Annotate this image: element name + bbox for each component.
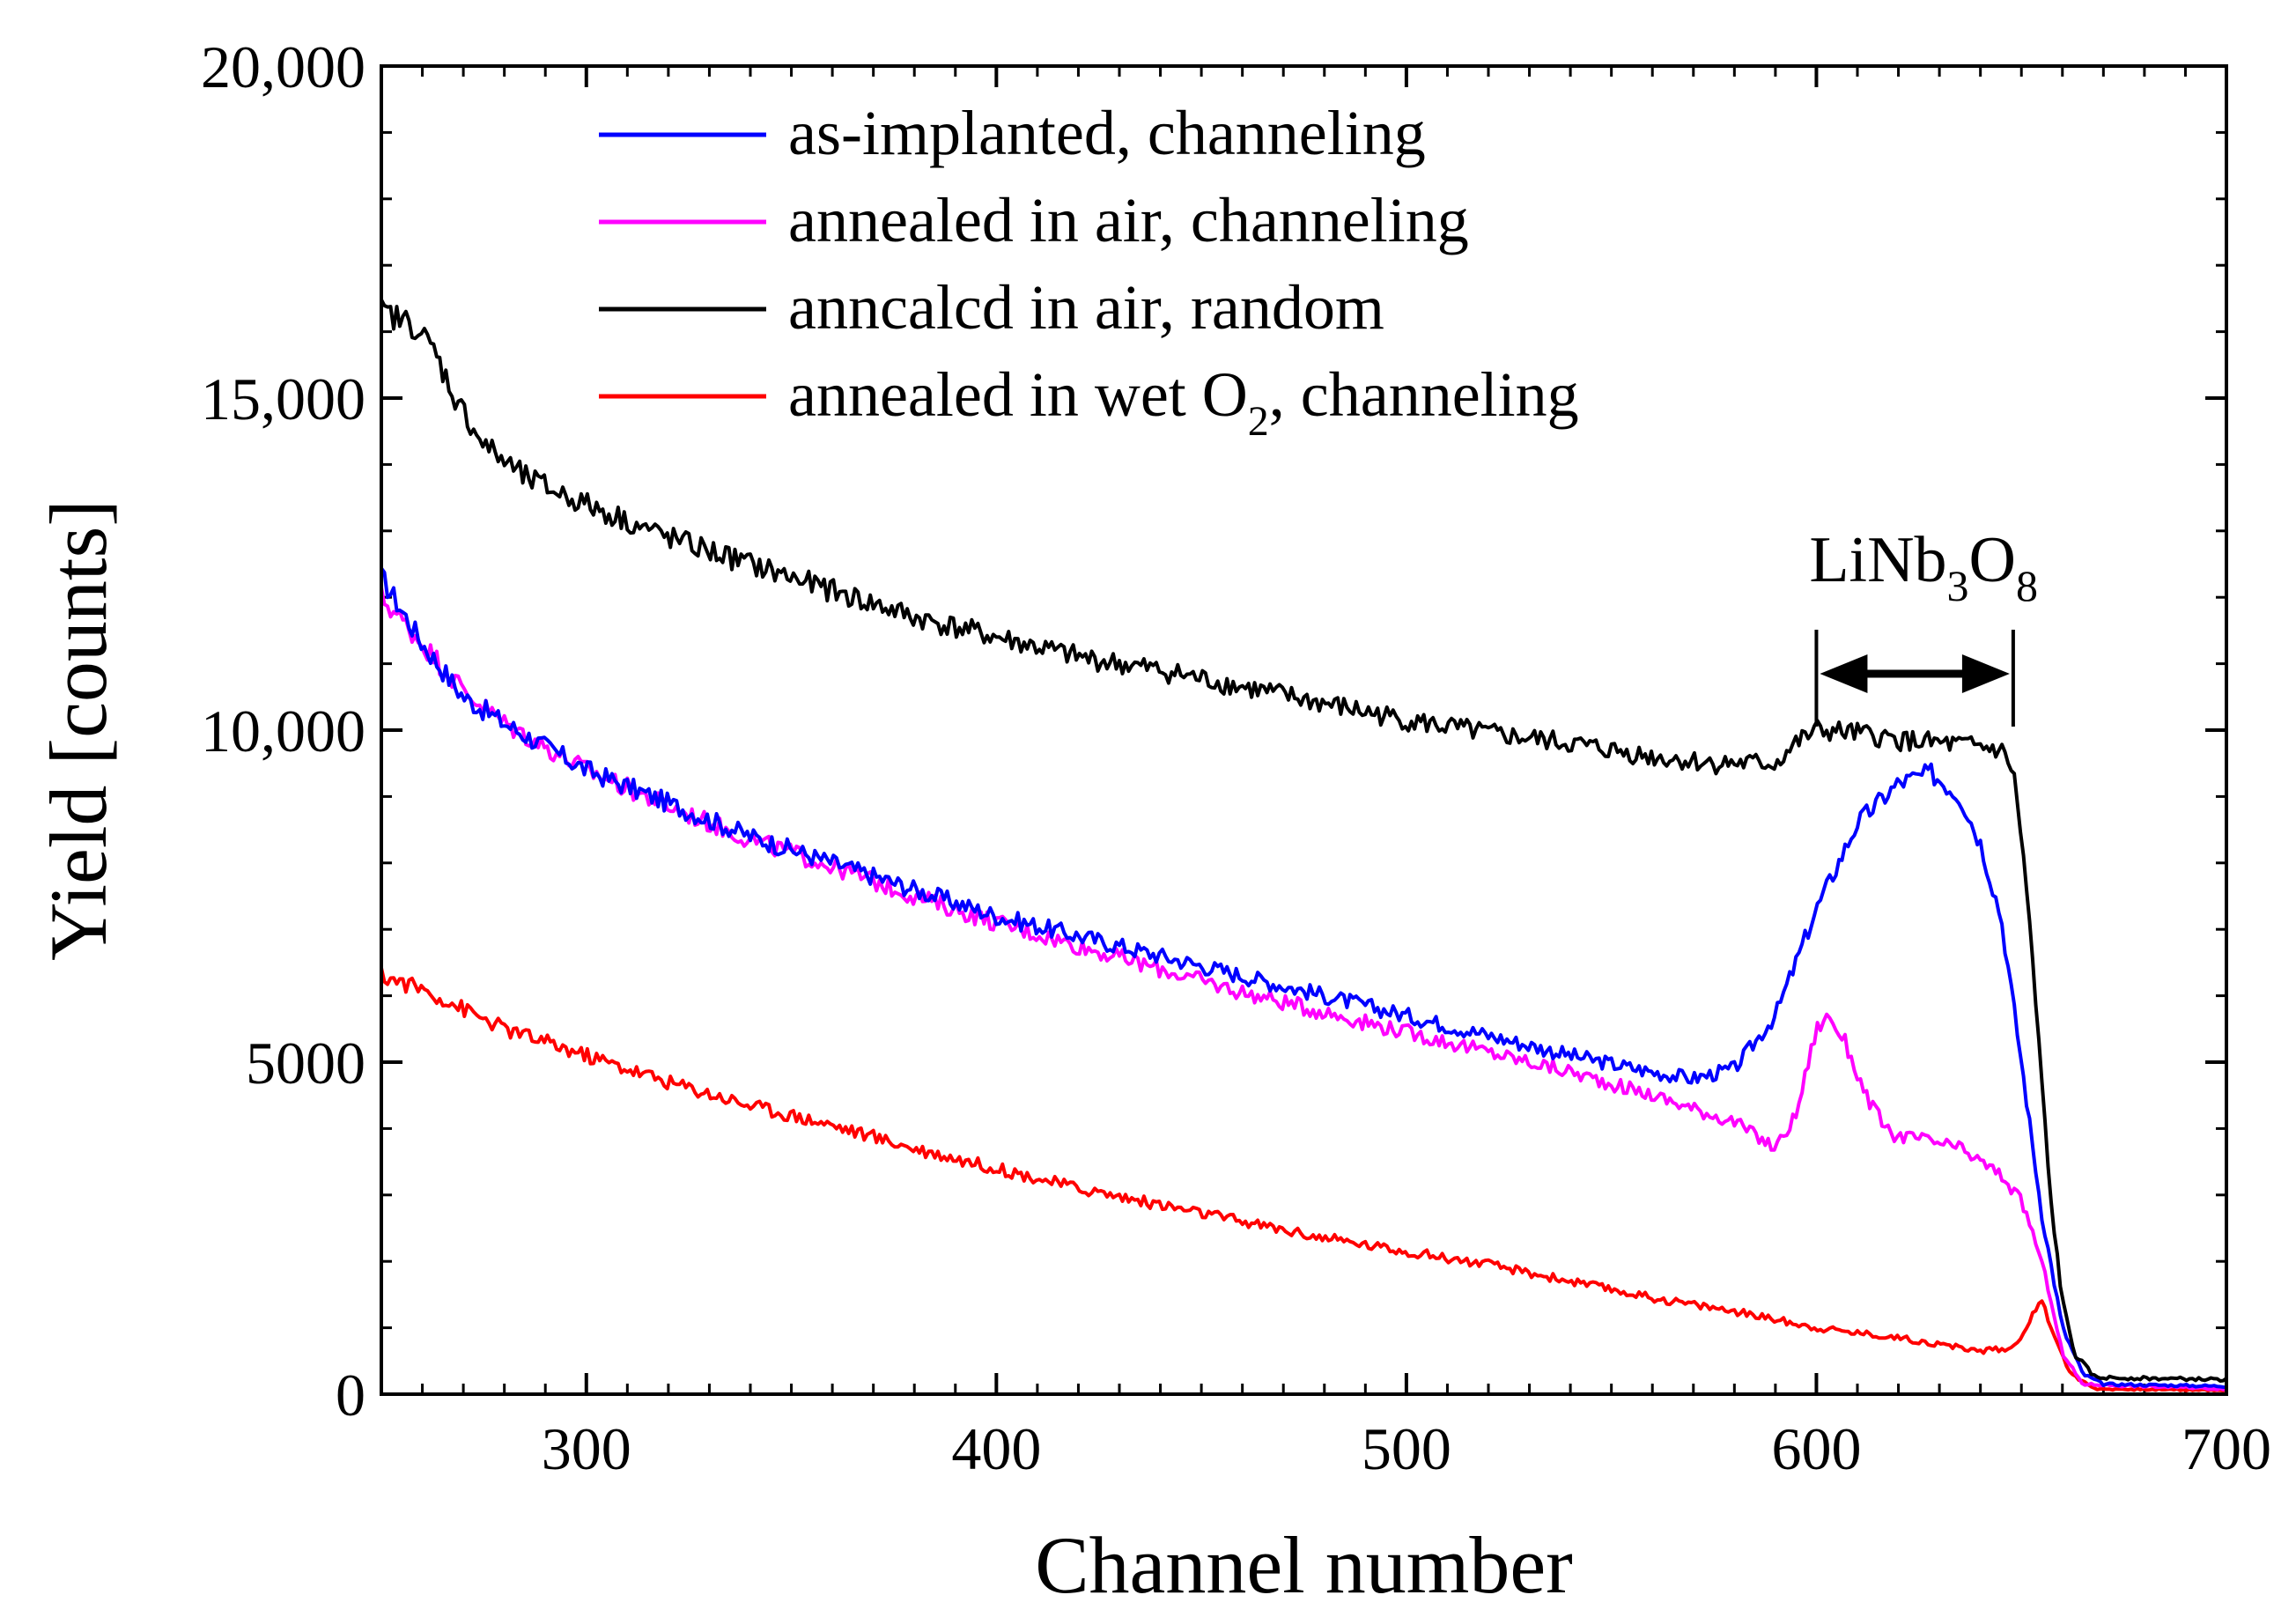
legend-label-part: anncalcd in air, random: [788, 272, 1384, 343]
x-tick-label: 600: [1771, 1415, 1861, 1482]
series-line: [380, 567, 2227, 1390]
tick-marks: [380, 64, 2228, 1396]
plot-frame: [380, 64, 2228, 1396]
x-axis-title: Channel number: [1035, 1520, 1573, 1610]
x-tick-label: 400: [951, 1415, 1041, 1482]
legend-label-part: as-implanted, channeling: [788, 98, 1426, 168]
x-tick-label: 700: [2182, 1415, 2271, 1482]
series-line: [380, 299, 2228, 1383]
legend-label: annealed in air, channeling: [788, 185, 1469, 255]
annotation-label: LiNb3O8: [1809, 524, 2038, 610]
annotation-label-part: 3: [1947, 561, 1969, 610]
series-group: [380, 299, 2228, 1393]
y-axis-title: Yield [counts]: [33, 499, 123, 961]
y-tick-label: 20,000: [201, 33, 365, 100]
linb3o8-annotation: LiNb3O8: [1809, 524, 2038, 727]
legend-label-part: 2: [1248, 398, 1269, 445]
annotation-arrowhead-left: [1820, 654, 1868, 693]
legend-label: anncalcd in air, random: [788, 272, 1384, 343]
legend-label-part: annealed in air, channeling: [788, 185, 1469, 255]
legend-label-part: annealed in wet O: [788, 359, 1248, 430]
annotation-label-part: 8: [2016, 561, 2038, 610]
y-tick-label: 0: [336, 1362, 365, 1429]
y-tick-label: 15,000: [201, 365, 365, 432]
annotation-label-part: LiNb: [1809, 524, 1946, 596]
annotation-arrowhead-right: [1961, 654, 2010, 693]
legend-label: as-implanted, channeling: [788, 98, 1426, 168]
annotation-label-part: O: [1969, 524, 2016, 596]
legend: as-implanted, channeling annealed in air,…: [599, 98, 1579, 445]
series-line: [380, 967, 2227, 1393]
legend-label-part: , channeling: [1269, 359, 1579, 430]
legend-label: annealed in wet O2, channeling: [788, 359, 1579, 445]
y-tick-label: 5000: [246, 1030, 365, 1096]
series-line: [380, 587, 2227, 1392]
x-tick-label: 500: [1362, 1415, 1451, 1482]
x-tick-label: 300: [542, 1415, 631, 1482]
tick-labels: 300 400 500 600 700 0 5000 10,000 15,000 20,000: [201, 33, 2271, 1482]
y-tick-label: 10,000: [201, 698, 365, 764]
